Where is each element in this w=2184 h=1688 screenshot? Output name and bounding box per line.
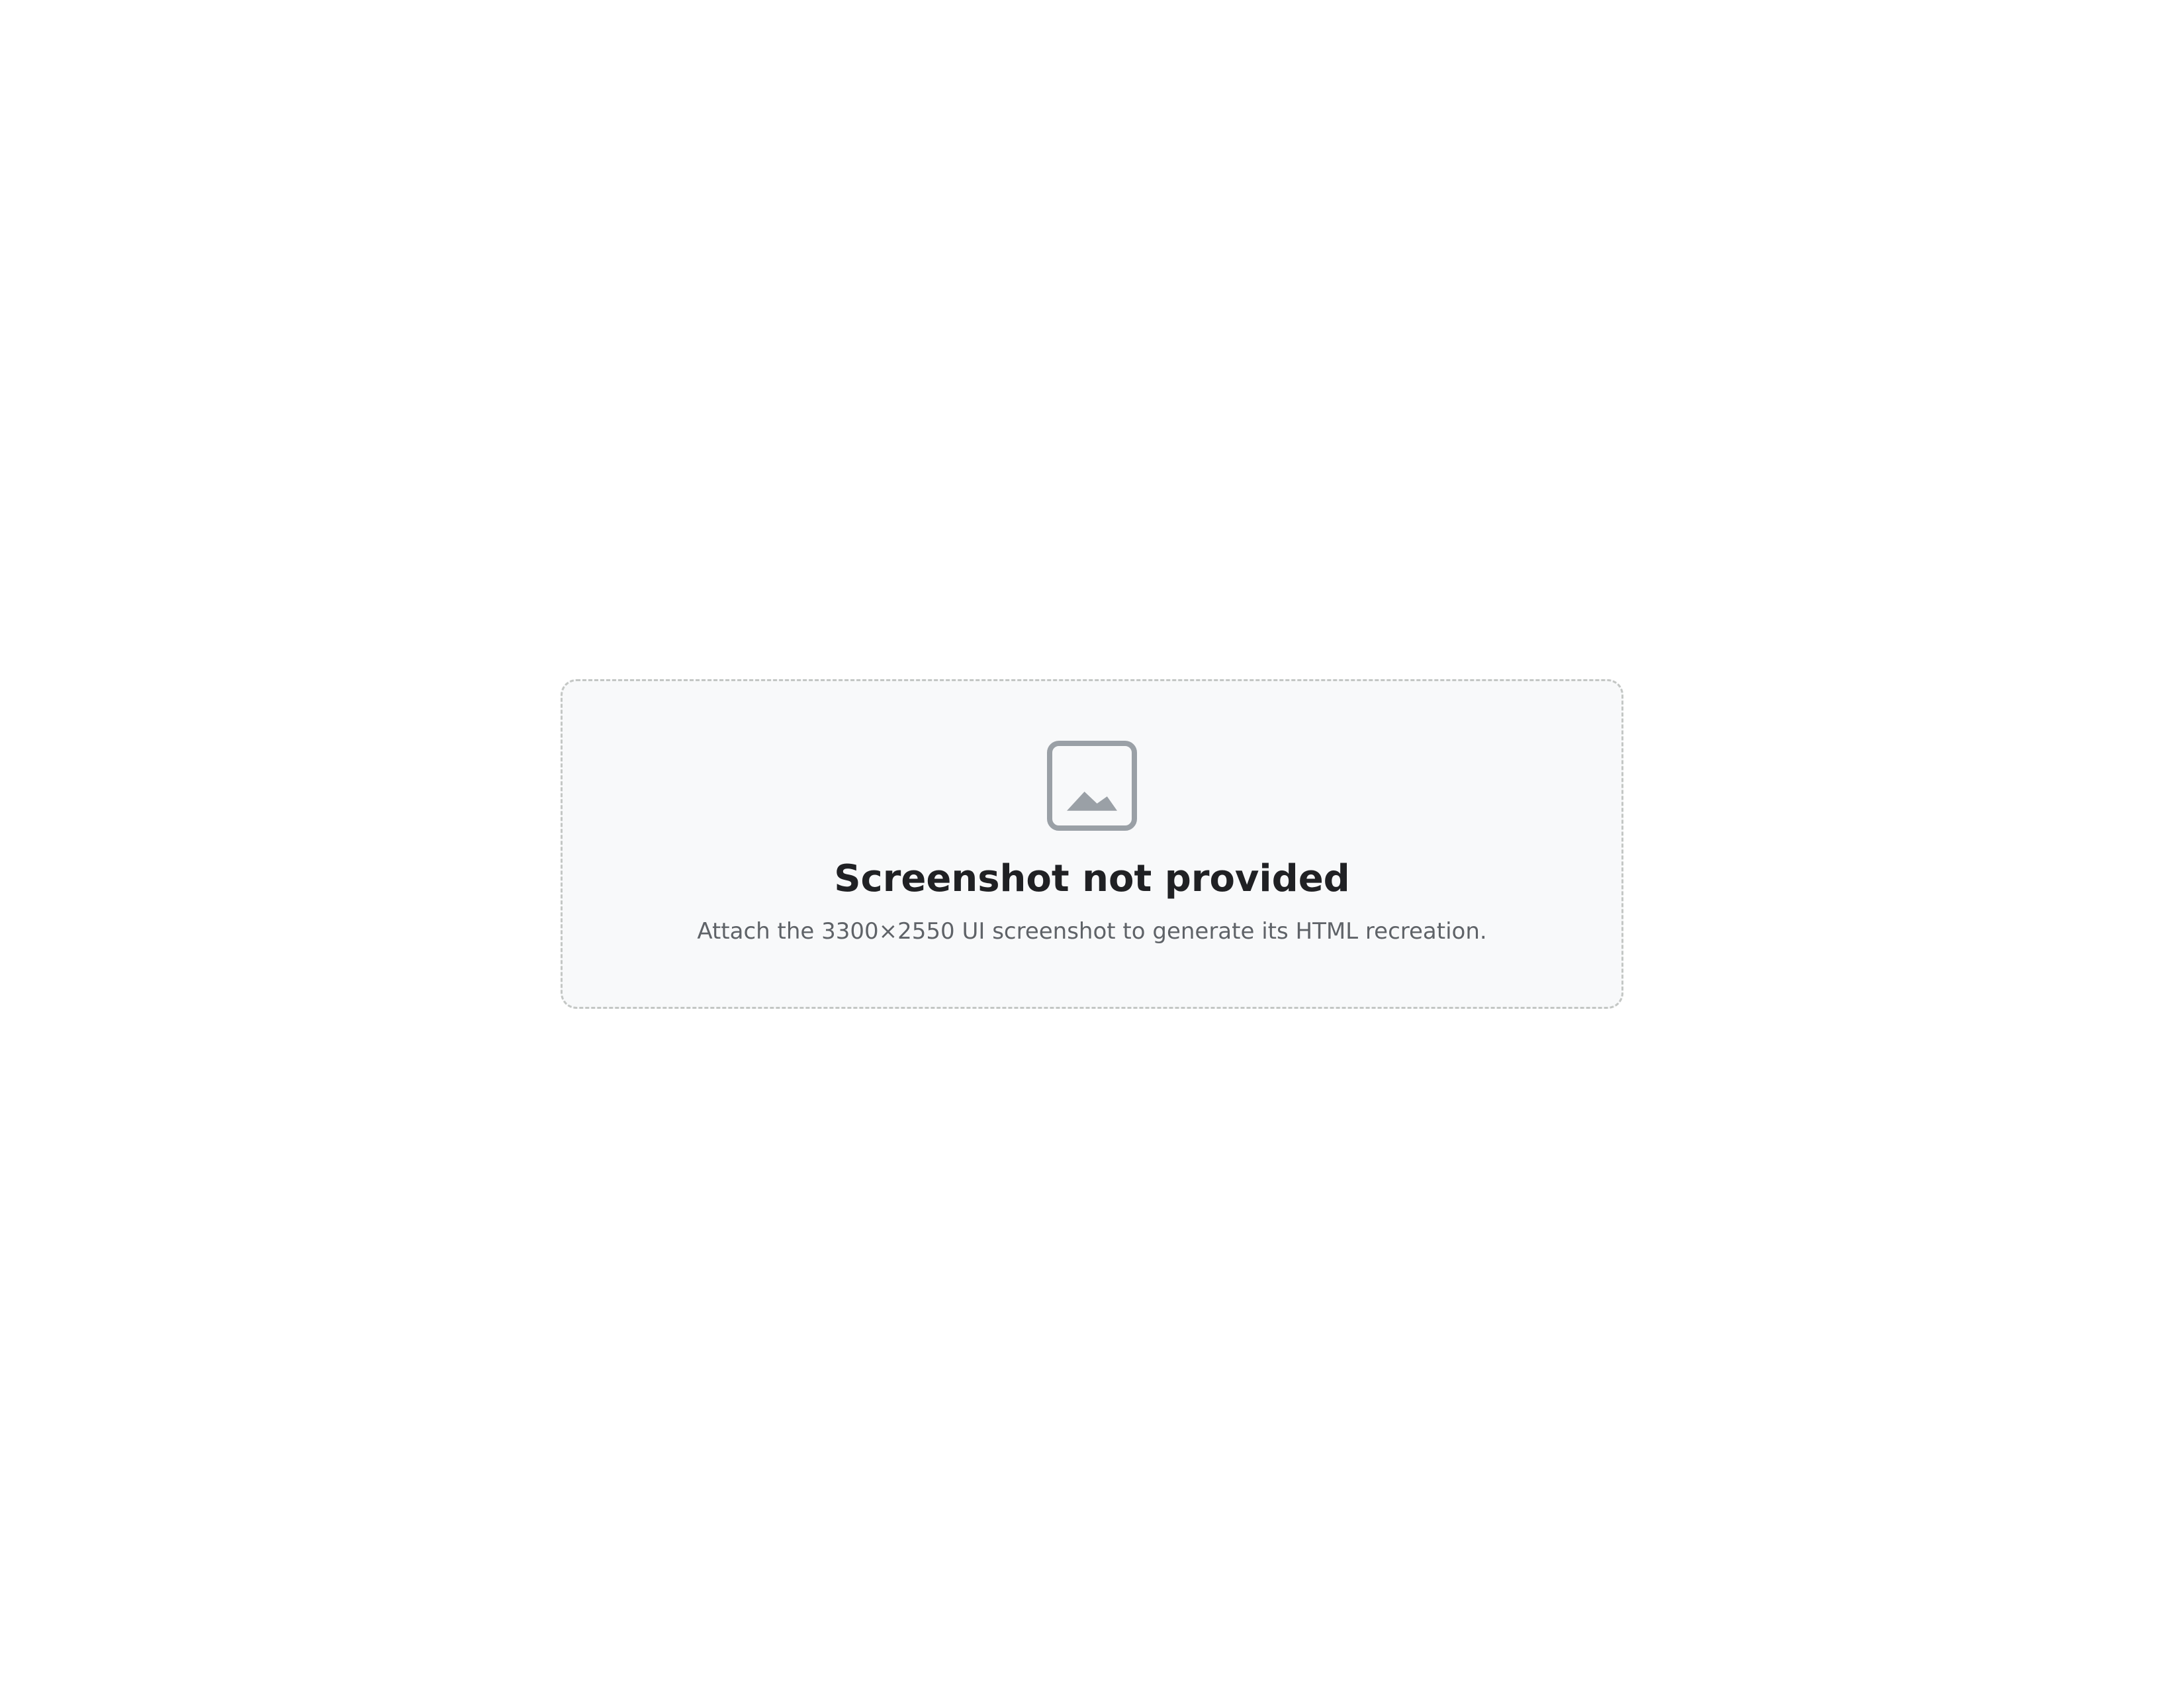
notice-title: Screenshot not provided xyxy=(834,857,1350,900)
image-icon xyxy=(1047,740,1137,831)
notice-message: Attach the 3300×2550 UI screenshot to ge… xyxy=(697,917,1487,945)
missing-image-notice: Screenshot not provided Attach the 3300×… xyxy=(561,679,1623,1009)
